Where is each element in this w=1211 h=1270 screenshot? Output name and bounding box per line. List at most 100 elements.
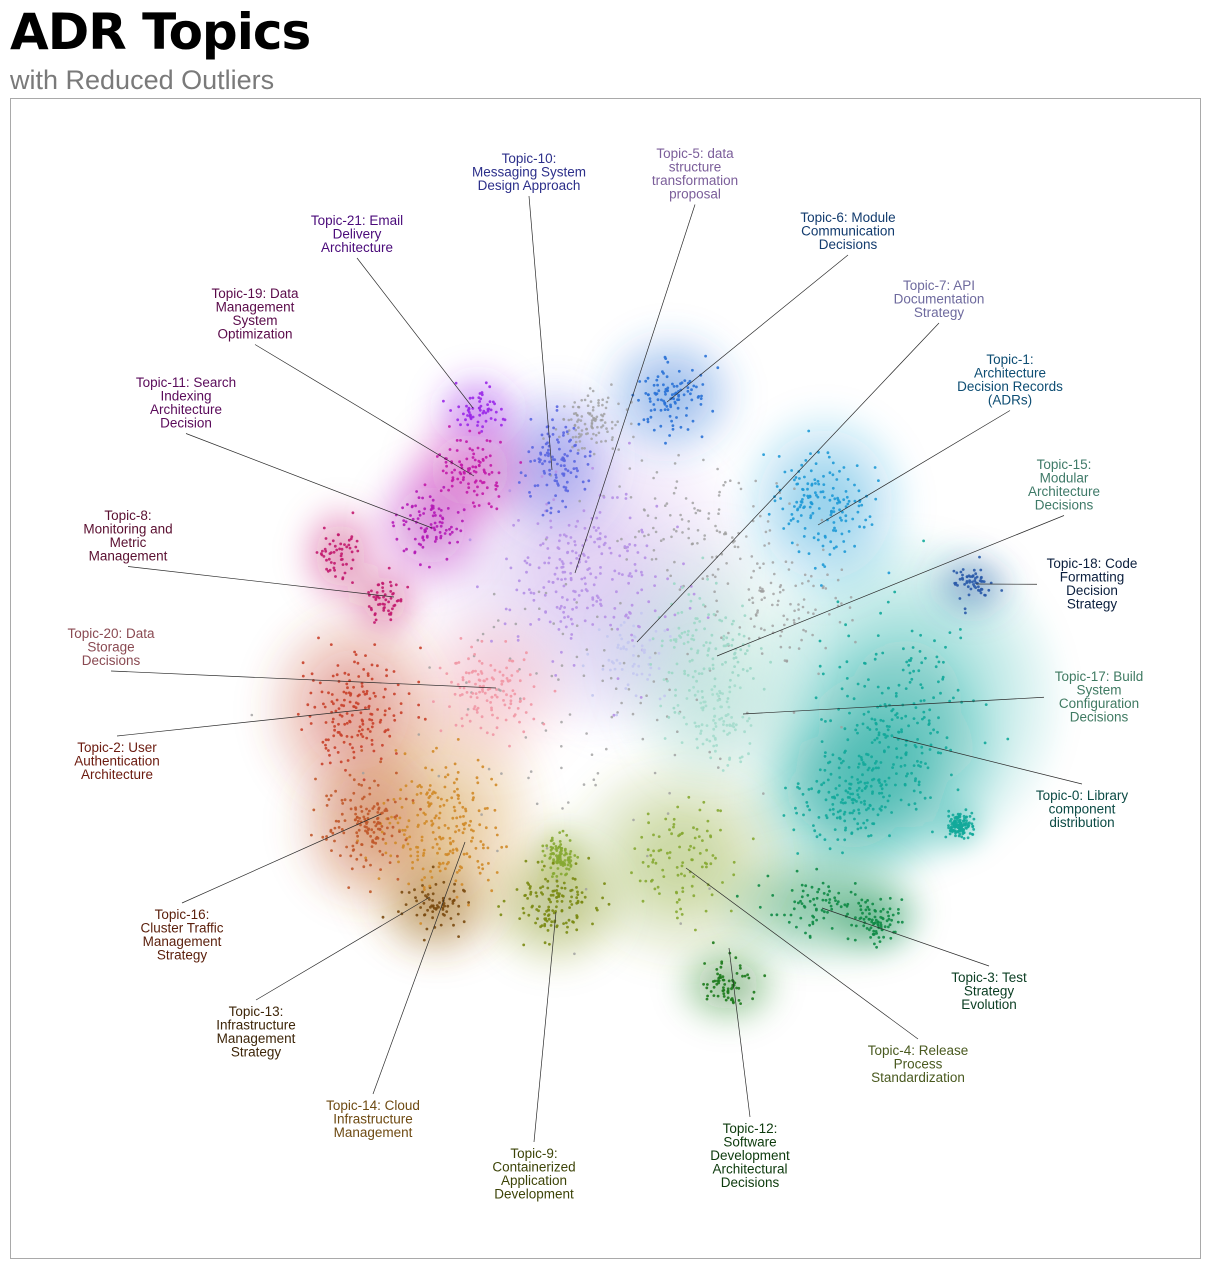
topic-point bbox=[625, 647, 628, 651]
topic-point bbox=[430, 504, 434, 508]
topic-point bbox=[388, 707, 391, 710]
topic-point bbox=[706, 983, 709, 986]
topic-point bbox=[686, 673, 690, 677]
topic-point bbox=[682, 393, 686, 397]
outlier-point bbox=[591, 389, 595, 393]
topic-point bbox=[806, 494, 810, 498]
topic-point bbox=[808, 923, 811, 927]
topic-point bbox=[739, 1002, 742, 1005]
topic-point bbox=[528, 887, 532, 890]
topic-point bbox=[879, 704, 882, 708]
topic-point bbox=[362, 778, 366, 782]
topic-point bbox=[393, 692, 396, 696]
topic-point bbox=[549, 839, 553, 843]
topic-point bbox=[696, 690, 700, 693]
topic-point bbox=[345, 682, 349, 686]
topic-point bbox=[395, 752, 398, 755]
topic-point bbox=[875, 945, 878, 949]
topic-point bbox=[944, 835, 948, 839]
outlier-point bbox=[499, 689, 502, 692]
topic-point bbox=[406, 503, 409, 506]
topic-point bbox=[374, 841, 378, 845]
topic-point bbox=[320, 762, 324, 766]
topic-point bbox=[474, 669, 477, 673]
topic-point bbox=[416, 813, 420, 817]
topic-point bbox=[722, 720, 726, 723]
outlier-point bbox=[703, 534, 706, 537]
points-layer bbox=[250, 354, 1010, 1005]
topic-point bbox=[813, 903, 816, 907]
outlier-point bbox=[687, 520, 690, 523]
topic-point bbox=[455, 847, 458, 851]
topic-point bbox=[686, 633, 690, 637]
topic-point bbox=[591, 598, 595, 601]
topic-point bbox=[695, 679, 698, 683]
outlier-point bbox=[686, 652, 689, 656]
topic-point bbox=[630, 575, 633, 578]
outlier-point bbox=[701, 577, 705, 580]
topic-point bbox=[846, 502, 850, 506]
topic-point bbox=[909, 659, 912, 662]
topic-point bbox=[362, 690, 365, 694]
topic-point bbox=[387, 609, 390, 613]
outlier-point bbox=[822, 548, 825, 552]
topic-point bbox=[481, 765, 485, 769]
outlier-point bbox=[601, 403, 604, 407]
topic-point bbox=[859, 756, 863, 759]
topic-point bbox=[882, 795, 885, 799]
topic-point bbox=[437, 826, 441, 830]
topic-point bbox=[703, 700, 707, 704]
topic-point bbox=[573, 543, 577, 547]
topic-point bbox=[827, 790, 831, 794]
topic-point bbox=[613, 607, 617, 610]
topic-point bbox=[971, 825, 975, 829]
topic-point bbox=[936, 751, 940, 755]
topic-point bbox=[344, 768, 347, 772]
topic-point bbox=[974, 586, 978, 589]
topic-point bbox=[495, 833, 499, 837]
topic-point bbox=[968, 580, 971, 584]
topic-point bbox=[859, 780, 862, 784]
topic-point bbox=[717, 979, 721, 983]
topic-point bbox=[718, 973, 722, 977]
topic-point bbox=[562, 610, 565, 614]
topic-point bbox=[967, 574, 971, 578]
topic-point bbox=[327, 691, 330, 695]
topic-point bbox=[900, 716, 904, 720]
topic-point bbox=[394, 749, 398, 752]
topic-point bbox=[686, 640, 690, 644]
outlier-point bbox=[820, 518, 824, 522]
topic-point bbox=[504, 640, 508, 643]
topic-point bbox=[571, 622, 574, 626]
topic-point bbox=[379, 718, 383, 722]
topic-point bbox=[461, 678, 465, 682]
topic-point bbox=[653, 408, 657, 412]
topic-point bbox=[543, 941, 547, 945]
topic-point bbox=[679, 382, 682, 386]
outlier-point bbox=[585, 648, 589, 651]
topic-point bbox=[421, 535, 425, 539]
topic-point bbox=[451, 839, 455, 843]
topic-point bbox=[870, 918, 874, 922]
topic-point bbox=[814, 491, 817, 495]
topic-point bbox=[687, 848, 691, 852]
outlier-point bbox=[665, 502, 669, 505]
topic-point bbox=[872, 933, 875, 936]
topic-point bbox=[476, 758, 480, 762]
topic-point bbox=[701, 742, 705, 746]
topic-point bbox=[413, 888, 416, 892]
topic-point bbox=[540, 475, 544, 478]
topic-point bbox=[667, 671, 671, 674]
topic-point bbox=[826, 893, 830, 897]
topic-point bbox=[402, 523, 406, 527]
topic-point bbox=[544, 917, 548, 921]
topic-point bbox=[648, 397, 652, 400]
topic-point bbox=[509, 566, 513, 570]
outlier-point bbox=[576, 414, 579, 417]
topic-point bbox=[791, 517, 795, 521]
topic-point bbox=[807, 788, 811, 791]
topic-point bbox=[568, 852, 572, 856]
topic-point bbox=[954, 829, 957, 833]
topic-point bbox=[363, 817, 367, 821]
topic-point bbox=[583, 455, 587, 458]
